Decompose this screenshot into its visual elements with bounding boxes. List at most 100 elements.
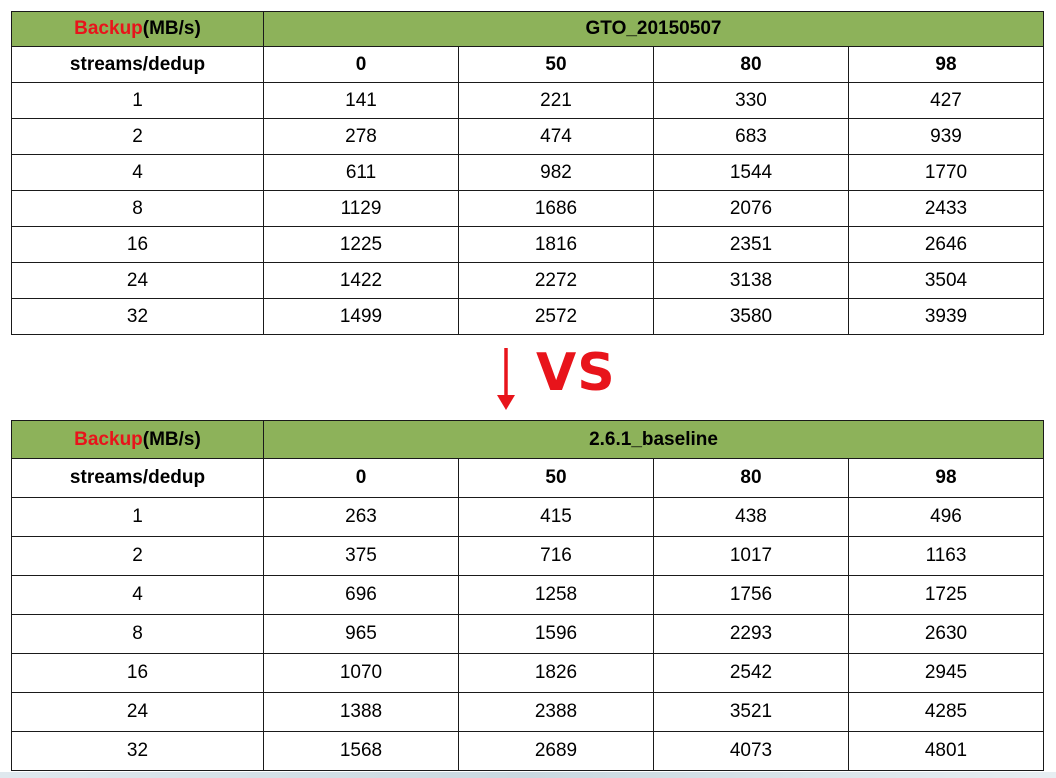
table-cell: 2076 (653, 190, 849, 227)
table-row: 24 1422 2272 3138 3504 (11, 262, 1044, 299)
table-cell: 278 (263, 118, 459, 155)
table-cell: 263 (263, 497, 459, 537)
table-row: 24 1388 2388 3521 4285 (11, 692, 1044, 732)
table-cell: 375 (263, 536, 459, 576)
table-cell: 2 (11, 118, 264, 155)
table-cell: 4801 (848, 731, 1044, 771)
table-cell: 4 (11, 154, 264, 191)
table-cell: 8 (11, 614, 264, 654)
table-cell: 1816 (458, 226, 654, 263)
table-row: 16 1225 1816 2351 2646 (11, 226, 1044, 263)
table-cell: 1017 (653, 536, 849, 576)
backup-label: Backup (74, 428, 143, 450)
table-row: 8 1129 1686 2076 2433 (11, 190, 1044, 227)
table-cell: 1596 (458, 614, 654, 654)
column-header: streams/dedup (11, 46, 264, 83)
column-header: 80 (653, 46, 849, 83)
table-cell: 8 (11, 190, 264, 227)
column-header: 0 (263, 458, 459, 498)
table-cell: 1725 (848, 575, 1044, 615)
column-header: 0 (263, 46, 459, 83)
table-cell: 1568 (263, 731, 459, 771)
table-row: 1 263 415 438 496 (11, 497, 1044, 537)
table-cell: 4073 (653, 731, 849, 771)
table-cell: 474 (458, 118, 654, 155)
table-row: 16 1070 1826 2542 2945 (11, 653, 1044, 693)
corner-header-cell: Backup(MB/s) (11, 420, 264, 459)
table-cell: 1 (11, 497, 264, 537)
vs-label: VS (536, 343, 616, 403)
table-cell: 1544 (653, 154, 849, 191)
table-cell: 1499 (263, 298, 459, 335)
column-header: streams/dedup (11, 458, 264, 498)
table-cell: 221 (458, 82, 654, 119)
table-cell: 32 (11, 731, 264, 771)
table-cell: 1 (11, 82, 264, 119)
table-cell: 16 (11, 653, 264, 693)
column-header-row: streams/dedup 0 50 80 98 (11, 458, 1044, 498)
table-cell: 2272 (458, 262, 654, 299)
table-cell: 2293 (653, 614, 849, 654)
table-cell: 982 (458, 154, 654, 191)
corner-header-cell: Backup(MB/s) (11, 11, 264, 47)
table-cell: 4285 (848, 692, 1044, 732)
table-cell: 4 (11, 575, 264, 615)
table-cell: 716 (458, 536, 654, 576)
table-cell: 330 (653, 82, 849, 119)
table-title: GTO_20150507 (263, 11, 1044, 47)
column-header: 50 (458, 458, 654, 498)
table-cell: 24 (11, 262, 264, 299)
table-row: 4 696 1258 1756 1725 (11, 575, 1044, 615)
table-cell: 2630 (848, 614, 1044, 654)
table-cell: 16 (11, 226, 264, 263)
table-cell: 1826 (458, 653, 654, 693)
table-cell: 1388 (263, 692, 459, 732)
table-cell: 1258 (458, 575, 654, 615)
table-cell: 3138 (653, 262, 849, 299)
table-row: 8 965 1596 2293 2630 (11, 614, 1044, 654)
table-cell: 1225 (263, 226, 459, 263)
table-cell: 2 (11, 536, 264, 576)
table-cell: 1756 (653, 575, 849, 615)
column-header: 98 (848, 46, 1044, 83)
table-cell: 939 (848, 118, 1044, 155)
table-cell: 1686 (458, 190, 654, 227)
table-header-row: Backup(MB/s) GTO_20150507 (11, 11, 1044, 47)
table-cell: 2646 (848, 226, 1044, 263)
unit-label: (MB/s) (142, 18, 201, 39)
table-row: 4 611 982 1544 1770 (11, 154, 1044, 191)
table-cell: 141 (263, 82, 459, 119)
table-cell: 438 (653, 497, 849, 537)
down-arrow-icon (497, 348, 515, 410)
table-cell: 683 (653, 118, 849, 155)
unit-label: (MB/s) (142, 428, 201, 450)
table-cell: 2572 (458, 298, 654, 335)
table-cell: 611 (263, 154, 459, 191)
table-cell: 2945 (848, 653, 1044, 693)
table-cell: 3504 (848, 262, 1044, 299)
table-cell: 1422 (263, 262, 459, 299)
table-cell: 2388 (458, 692, 654, 732)
baseline-backup-table: Backup(MB/s) 2.6.1_baseline streams/dedu… (11, 420, 1044, 771)
table-title: 2.6.1_baseline (263, 420, 1044, 459)
table-row: 32 1568 2689 4073 4801 (11, 731, 1044, 771)
table-cell: 1070 (263, 653, 459, 693)
table-cell: 2351 (653, 226, 849, 263)
table-cell: 2689 (458, 731, 654, 771)
table-cell: 3580 (653, 298, 849, 335)
table-cell: 496 (848, 497, 1044, 537)
background-strip (0, 772, 1056, 778)
column-header-row: streams/dedup 0 50 80 98 (11, 46, 1044, 83)
table-row: 1 141 221 330 427 (11, 82, 1044, 119)
table-cell: 696 (263, 575, 459, 615)
table-cell: 32 (11, 298, 264, 335)
column-header: 50 (458, 46, 654, 83)
table-cell: 965 (263, 614, 459, 654)
backup-label: Backup (74, 18, 143, 39)
table-row: 2 278 474 683 939 (11, 118, 1044, 155)
table-cell: 1770 (848, 154, 1044, 191)
column-header: 80 (653, 458, 849, 498)
table-cell: 3939 (848, 298, 1044, 335)
gto-backup-table: Backup(MB/s) GTO_20150507 streams/dedup … (11, 11, 1044, 335)
column-header: 98 (848, 458, 1044, 498)
